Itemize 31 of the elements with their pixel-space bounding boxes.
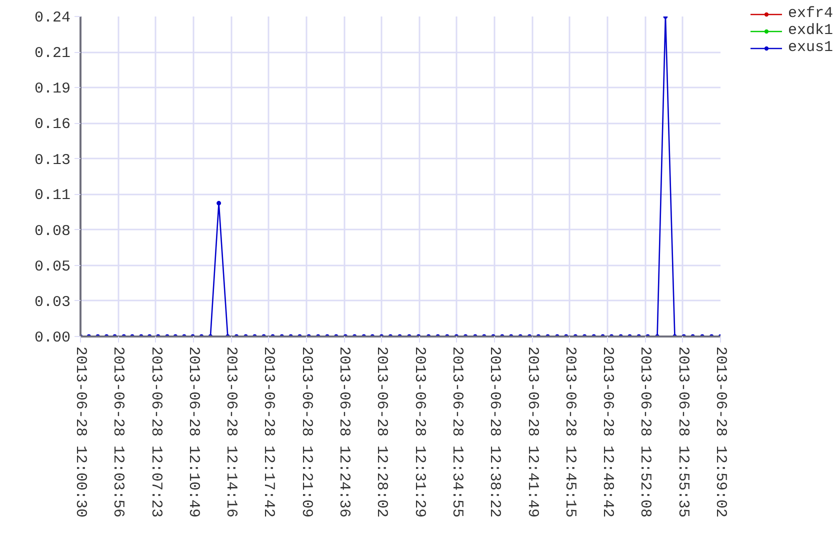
legend-label: exdk1: [788, 22, 834, 39]
x-tick-label: 2013-06-28 12:17:42: [260, 346, 278, 518]
y-tick-label: 0.21: [34, 45, 71, 62]
y-tick-label: 0.11: [34, 187, 71, 204]
y-tick-label: 0.00: [34, 330, 71, 346]
y-tick-label: 0.03: [34, 294, 71, 311]
x-tick-label: 2013-06-28 12:14:16: [222, 346, 240, 518]
x-tick-label: 2013-06-28 12:31:29: [410, 346, 428, 518]
y-tick-label: 0.19: [34, 80, 71, 98]
x-tick-label: 2013-06-28 12:21:09: [298, 346, 315, 518]
y-tick-label: 0.05: [34, 258, 71, 276]
x-tick-label: 2013-06-28 12:48:42: [599, 346, 616, 518]
y-tick-label: 0.24: [34, 10, 71, 26]
x-tick-label: 2013-06-28 12:52:08: [636, 346, 654, 518]
x-tick-label: 2013-06-28 12:28:02: [373, 346, 390, 518]
y-tick-label: 0.16: [34, 116, 71, 134]
x-tick-label: 2013-06-28 12:38:22: [486, 346, 504, 518]
x-tick-label: 2013-06-28 12:00:30: [72, 346, 89, 518]
y-tick-label: 0.08: [34, 222, 71, 240]
x-tick-label: 2013-06-28 12:55:35: [674, 346, 692, 518]
x-tick-label: 2013-06-28 12:45:15: [561, 346, 578, 518]
x-tick-label: 2013-06-28 12:24:36: [336, 346, 353, 518]
x-tick-label: 2013-06-28 12:10:49: [184, 346, 202, 518]
legend-label: exus1: [788, 39, 834, 56]
y-tick-label: 0.13: [34, 152, 71, 169]
x-tick-label: 2013-06-28 12:03:56: [110, 346, 127, 518]
x-tick-label: 2013-06-28 12:34:55: [448, 346, 466, 518]
legend-label: exfr4: [788, 5, 834, 22]
x-tick-label: 2013-06-28 12:41:49: [524, 346, 541, 518]
x-tick-label: 2013-06-28 12:59:02: [712, 346, 729, 518]
x-tick-label: 2013-06-28 12:07:23: [147, 346, 164, 518]
